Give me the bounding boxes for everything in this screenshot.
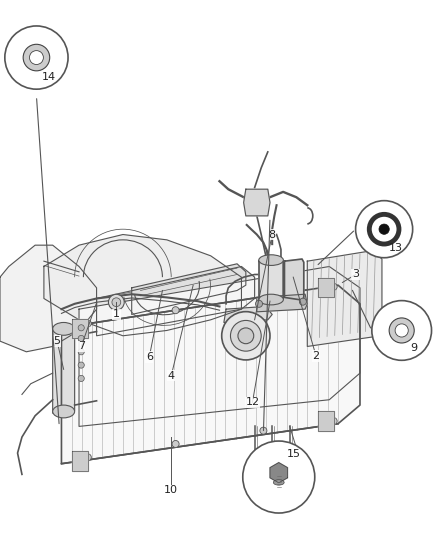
Polygon shape <box>243 189 269 216</box>
Text: 6: 6 <box>145 352 152 362</box>
Circle shape <box>78 335 84 342</box>
Text: 12: 12 <box>245 398 259 407</box>
Polygon shape <box>256 294 307 312</box>
Circle shape <box>221 312 269 360</box>
Polygon shape <box>72 319 88 338</box>
Text: 15: 15 <box>286 449 300 458</box>
Ellipse shape <box>273 480 283 485</box>
Text: 11: 11 <box>295 464 309 474</box>
Circle shape <box>329 283 336 290</box>
Circle shape <box>259 427 266 434</box>
Text: 4: 4 <box>167 371 174 381</box>
Polygon shape <box>269 463 287 483</box>
Polygon shape <box>318 411 333 431</box>
Polygon shape <box>284 259 303 300</box>
Polygon shape <box>61 285 359 464</box>
Circle shape <box>299 298 306 305</box>
Text: 13: 13 <box>388 243 402 253</box>
Circle shape <box>23 44 49 71</box>
Ellipse shape <box>258 255 283 265</box>
Polygon shape <box>223 306 272 322</box>
Polygon shape <box>53 328 74 413</box>
Circle shape <box>242 441 314 513</box>
Circle shape <box>78 375 84 382</box>
Circle shape <box>368 214 398 244</box>
Text: 5: 5 <box>53 336 60 346</box>
Polygon shape <box>258 259 283 301</box>
Circle shape <box>78 362 84 368</box>
Polygon shape <box>96 266 254 336</box>
Circle shape <box>329 417 336 425</box>
Ellipse shape <box>258 294 283 305</box>
Polygon shape <box>72 451 88 471</box>
Text: 9: 9 <box>409 343 416 353</box>
Circle shape <box>388 318 413 343</box>
Circle shape <box>172 306 179 314</box>
Circle shape <box>259 293 266 300</box>
Circle shape <box>108 294 124 310</box>
Circle shape <box>78 325 84 331</box>
Circle shape <box>394 324 407 337</box>
Ellipse shape <box>53 405 74 418</box>
Circle shape <box>112 298 120 306</box>
Polygon shape <box>0 245 96 352</box>
Text: 1: 1 <box>113 310 120 319</box>
Circle shape <box>78 349 84 355</box>
Ellipse shape <box>53 322 74 335</box>
Circle shape <box>378 224 389 235</box>
Text: 2: 2 <box>312 351 319 361</box>
Circle shape <box>255 300 262 308</box>
Polygon shape <box>79 266 359 426</box>
Circle shape <box>84 454 91 461</box>
Circle shape <box>84 320 91 327</box>
Text: 8: 8 <box>268 230 275 239</box>
Circle shape <box>29 51 43 64</box>
Circle shape <box>5 26 68 89</box>
Polygon shape <box>131 264 245 314</box>
Text: 7: 7 <box>78 342 85 351</box>
Circle shape <box>230 320 261 351</box>
Polygon shape <box>318 278 333 297</box>
Circle shape <box>172 440 179 448</box>
Circle shape <box>237 328 253 344</box>
Text: 3: 3 <box>351 270 358 279</box>
Polygon shape <box>307 251 381 346</box>
Text: 14: 14 <box>42 71 56 82</box>
Circle shape <box>355 200 412 258</box>
Text: 10: 10 <box>164 486 178 495</box>
Circle shape <box>371 301 431 360</box>
Polygon shape <box>44 235 241 336</box>
